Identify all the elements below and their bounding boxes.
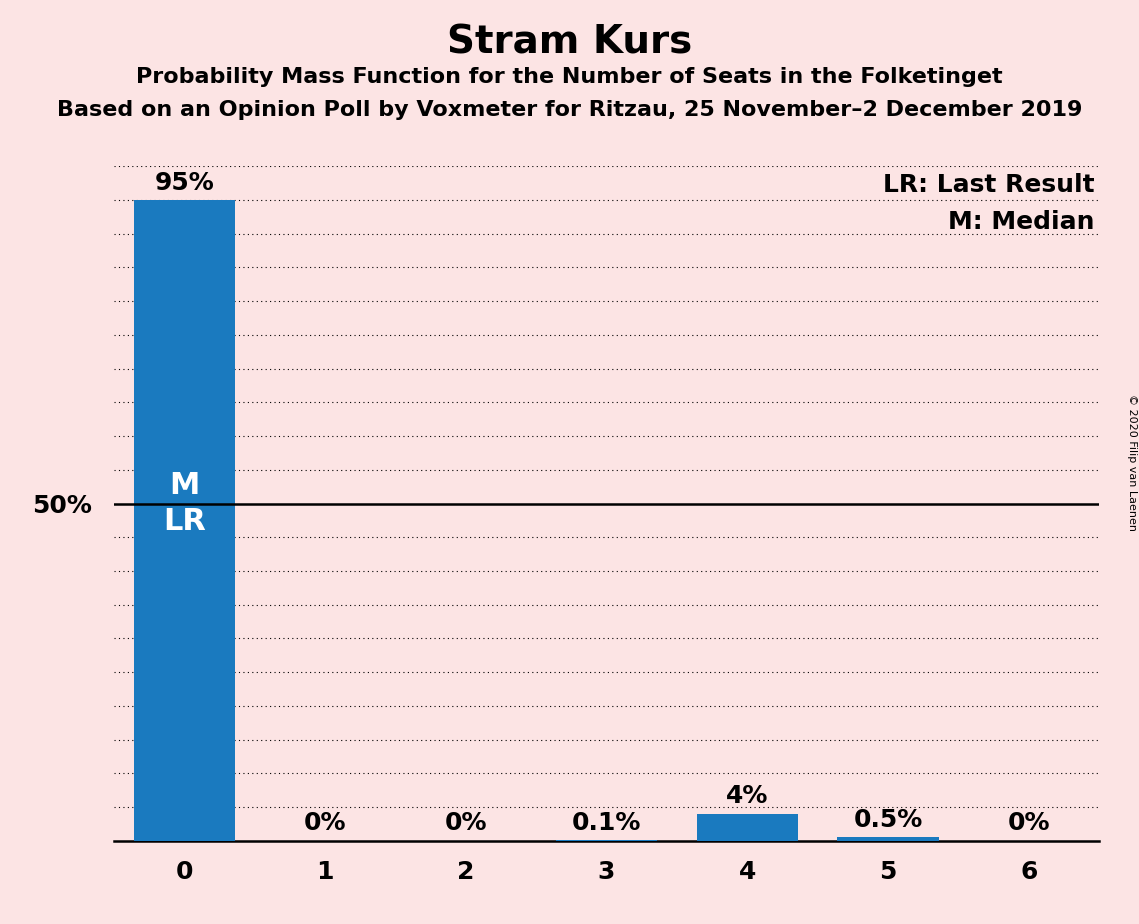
Text: 0%: 0% bbox=[1008, 811, 1050, 835]
Text: 0%: 0% bbox=[304, 811, 346, 835]
Text: M
LR: M LR bbox=[163, 471, 206, 536]
Text: 95%: 95% bbox=[155, 171, 214, 195]
Bar bbox=[133, 201, 235, 841]
Text: Probability Mass Function for the Number of Seats in the Folketinget: Probability Mass Function for the Number… bbox=[137, 67, 1002, 87]
Text: Based on an Opinion Poll by Voxmeter for Ritzau, 25 November–2 December 2019: Based on an Opinion Poll by Voxmeter for… bbox=[57, 100, 1082, 120]
Text: 0.1%: 0.1% bbox=[572, 810, 641, 834]
Text: 4%: 4% bbox=[726, 784, 769, 808]
Text: LR: Last Result: LR: Last Result bbox=[883, 173, 1095, 197]
Text: 0%: 0% bbox=[444, 811, 487, 835]
Text: 0.5%: 0.5% bbox=[853, 808, 923, 833]
Text: M: Median: M: Median bbox=[948, 210, 1095, 234]
Text: © 2020 Filip van Laenen: © 2020 Filip van Laenen bbox=[1126, 394, 1137, 530]
Text: Stram Kurs: Stram Kurs bbox=[446, 23, 693, 61]
Bar bbox=[697, 814, 798, 841]
Bar bbox=[837, 837, 939, 841]
